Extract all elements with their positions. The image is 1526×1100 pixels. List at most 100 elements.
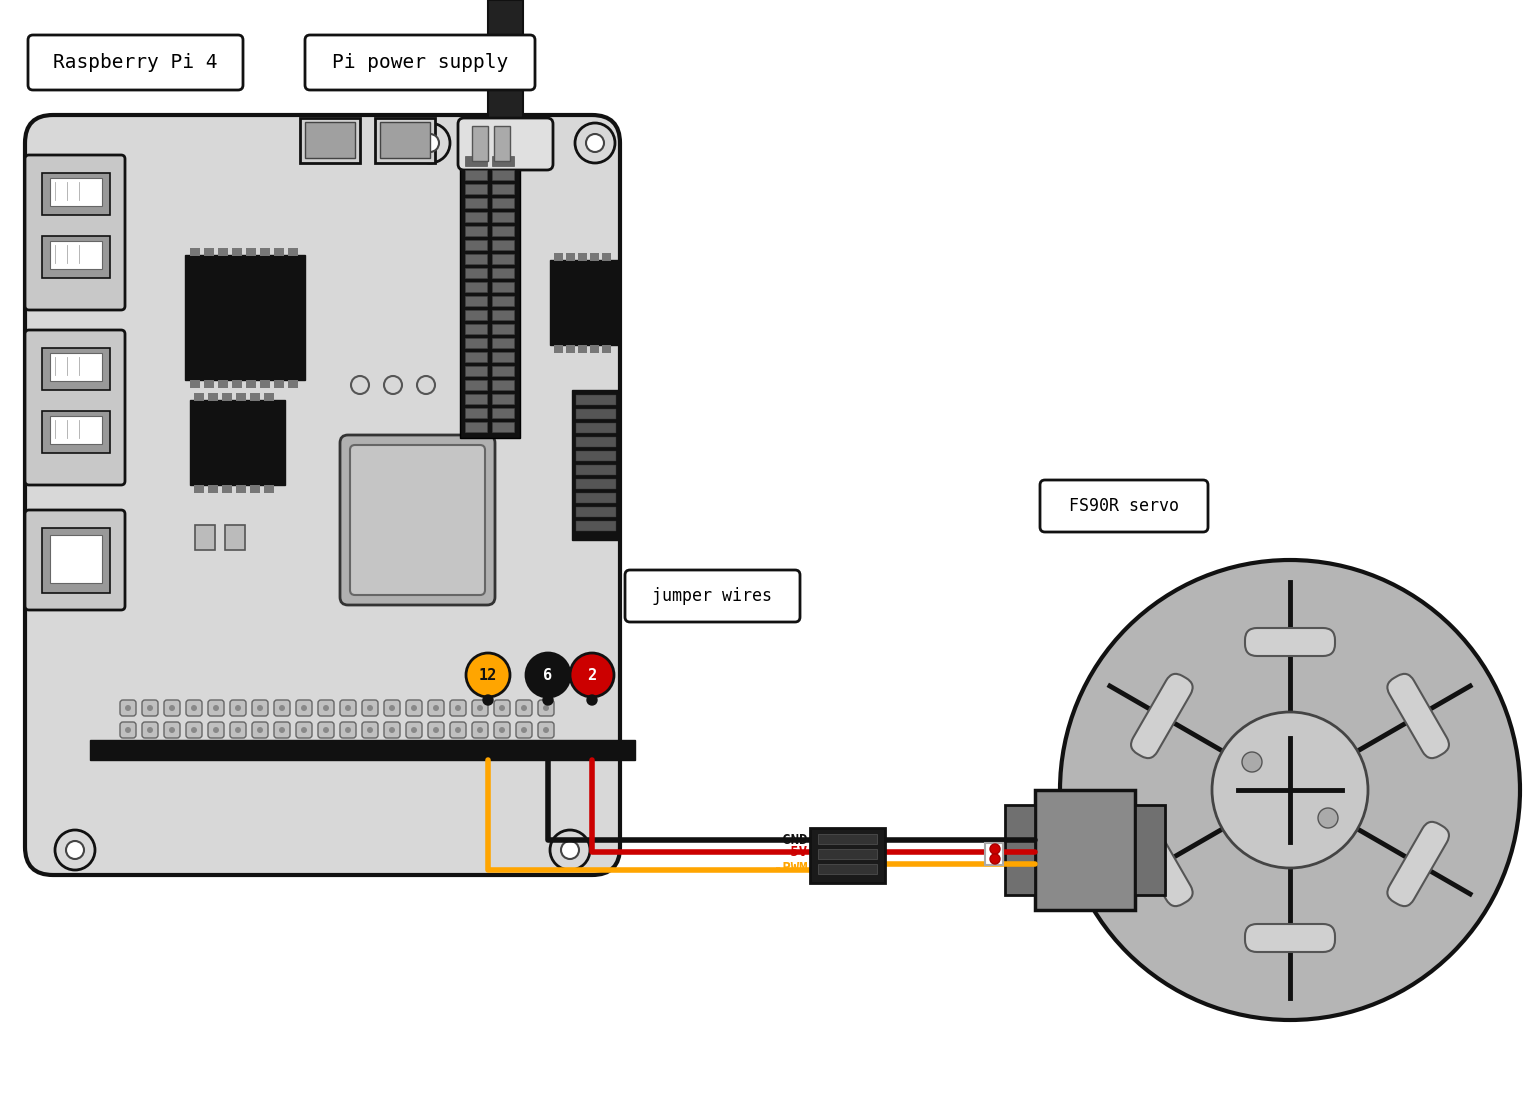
Circle shape — [562, 842, 578, 859]
Bar — [465, 352, 487, 362]
Circle shape — [351, 376, 369, 394]
Bar — [250, 393, 259, 402]
FancyBboxPatch shape — [208, 722, 224, 738]
Bar — [191, 400, 285, 485]
Circle shape — [526, 653, 571, 697]
Text: jumper wires: jumper wires — [653, 587, 772, 605]
Circle shape — [520, 705, 526, 711]
FancyBboxPatch shape — [163, 700, 180, 716]
Bar — [465, 282, 487, 292]
FancyBboxPatch shape — [340, 722, 356, 738]
Bar — [491, 268, 514, 278]
Bar — [232, 379, 243, 388]
Text: -GND: -GND — [774, 833, 807, 847]
Bar — [221, 393, 232, 402]
Bar — [465, 366, 487, 376]
Bar — [221, 485, 232, 493]
Bar — [50, 178, 102, 206]
Circle shape — [324, 727, 330, 733]
Circle shape — [478, 705, 484, 711]
Circle shape — [421, 134, 439, 152]
Bar — [566, 253, 575, 261]
Circle shape — [543, 727, 549, 733]
Bar — [465, 240, 487, 250]
Circle shape — [125, 727, 131, 733]
Bar — [50, 241, 102, 270]
Circle shape — [499, 727, 505, 733]
Bar — [591, 253, 600, 261]
Bar — [246, 379, 256, 388]
Circle shape — [279, 727, 285, 733]
Bar — [810, 828, 885, 883]
Bar — [185, 255, 305, 380]
FancyBboxPatch shape — [450, 700, 465, 716]
Bar — [494, 126, 510, 161]
Text: -5V: -5V — [781, 845, 807, 859]
Bar — [491, 212, 514, 222]
Bar — [575, 437, 617, 447]
Bar — [208, 485, 218, 493]
Circle shape — [433, 705, 439, 711]
FancyBboxPatch shape — [275, 722, 290, 738]
Circle shape — [1318, 808, 1338, 828]
FancyBboxPatch shape — [1131, 822, 1193, 906]
Bar — [491, 282, 514, 292]
Circle shape — [214, 705, 220, 711]
FancyBboxPatch shape — [494, 700, 510, 716]
FancyBboxPatch shape — [362, 700, 378, 716]
FancyBboxPatch shape — [1245, 628, 1335, 656]
FancyBboxPatch shape — [24, 116, 620, 875]
FancyBboxPatch shape — [27, 35, 243, 90]
Circle shape — [990, 854, 1000, 864]
FancyBboxPatch shape — [1387, 674, 1450, 758]
Circle shape — [324, 705, 330, 711]
Bar — [50, 353, 102, 381]
Circle shape — [146, 705, 153, 711]
FancyBboxPatch shape — [296, 722, 311, 738]
FancyBboxPatch shape — [230, 722, 246, 738]
Circle shape — [543, 705, 549, 711]
Bar — [218, 248, 227, 256]
Text: 2: 2 — [588, 668, 597, 682]
FancyBboxPatch shape — [121, 700, 136, 716]
Circle shape — [571, 653, 613, 697]
Bar — [578, 253, 588, 261]
Text: 6: 6 — [543, 668, 552, 682]
Bar — [465, 324, 487, 334]
Circle shape — [433, 727, 439, 733]
Circle shape — [235, 727, 241, 733]
Bar — [194, 393, 204, 402]
FancyBboxPatch shape — [252, 722, 269, 738]
Bar — [1109, 835, 1164, 865]
Bar — [465, 184, 487, 194]
FancyBboxPatch shape — [406, 700, 423, 716]
Bar — [208, 393, 218, 402]
FancyBboxPatch shape — [317, 700, 334, 716]
Circle shape — [366, 705, 372, 711]
FancyBboxPatch shape — [252, 700, 269, 716]
Circle shape — [235, 705, 241, 711]
Bar — [472, 126, 488, 161]
Bar — [575, 424, 617, 433]
FancyBboxPatch shape — [305, 35, 536, 90]
Bar — [465, 226, 487, 236]
FancyBboxPatch shape — [539, 722, 554, 738]
Bar — [575, 507, 617, 517]
FancyBboxPatch shape — [385, 700, 400, 716]
Circle shape — [543, 695, 552, 705]
FancyBboxPatch shape — [1041, 480, 1209, 532]
Bar — [375, 118, 435, 163]
Bar — [572, 390, 620, 540]
Bar — [591, 345, 600, 353]
Circle shape — [279, 705, 285, 711]
Bar — [43, 173, 110, 214]
Bar — [488, 0, 523, 130]
Bar — [465, 212, 487, 222]
FancyBboxPatch shape — [230, 700, 246, 716]
FancyBboxPatch shape — [427, 722, 444, 738]
Bar — [491, 170, 514, 180]
Circle shape — [520, 727, 526, 733]
Bar — [43, 348, 110, 390]
Bar — [491, 394, 514, 404]
Bar — [554, 345, 563, 353]
